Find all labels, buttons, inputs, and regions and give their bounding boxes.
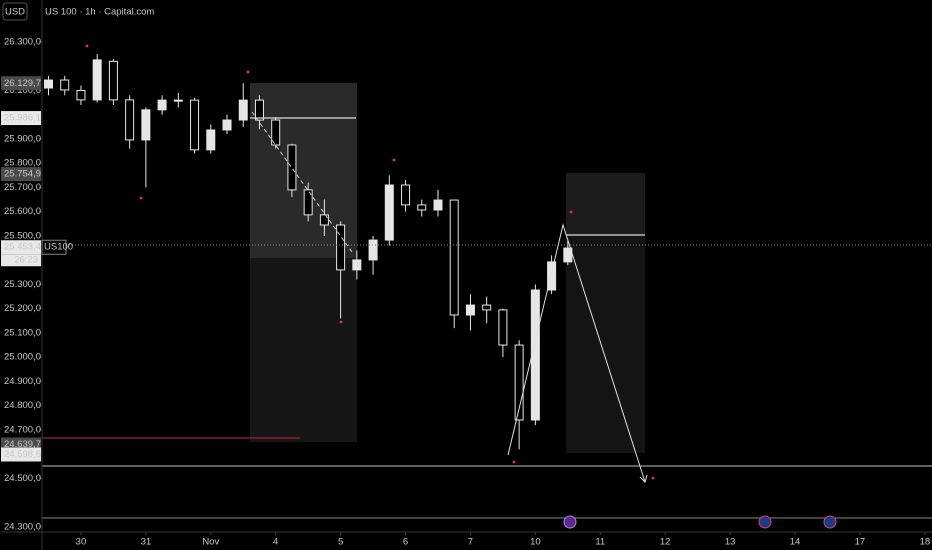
candle-body	[530, 289, 540, 421]
candle-body	[60, 79, 70, 91]
candle-body	[238, 99, 248, 121]
y-tick-label: 24.500,0	[4, 473, 41, 484]
candle-body	[384, 184, 394, 241]
y-tick-label: 25.700,0	[4, 182, 41, 193]
countdown-bg	[1, 254, 41, 267]
price-badge-label: 25.453,4	[4, 242, 41, 253]
x-tick-label: 6	[403, 537, 408, 548]
candle-body	[108, 60, 118, 101]
arrow-head	[639, 474, 648, 483]
currency: USD	[5, 7, 25, 18]
candle-body	[352, 259, 362, 271]
y-tick-label: 25.000,0	[4, 352, 41, 363]
x-tick-label: 13	[725, 537, 736, 548]
x-tick-label: Nov	[202, 537, 219, 548]
candles	[43, 54, 573, 450]
candle-body	[157, 99, 167, 111]
pivot-dots	[85, 44, 655, 480]
candle-body	[401, 184, 411, 206]
symbol-tag: US100	[44, 242, 73, 253]
candle-body	[92, 59, 102, 101]
candle-body	[547, 261, 557, 291]
candle-body	[206, 129, 216, 151]
drawings	[42, 44, 932, 529]
price-badge-label: 24.598,6	[4, 449, 41, 460]
candle-body	[336, 224, 346, 271]
trend-line	[251, 111, 353, 253]
y-tick-label: 24.700,0	[4, 424, 41, 435]
x-tick-label: 30	[76, 537, 87, 548]
x-tick-label: 5	[338, 537, 343, 548]
candle-body	[417, 204, 427, 211]
candle-body	[449, 199, 459, 316]
event-icons	[563, 515, 837, 529]
candle-body	[319, 214, 329, 226]
x-tick-label: 7	[468, 537, 473, 548]
symbol-tag-bg	[41, 239, 67, 255]
position-zone	[566, 235, 645, 453]
y-tick-label: 25.900,0	[4, 133, 41, 144]
drawings-back	[250, 83, 645, 453]
currency-box[interactable]	[2, 2, 28, 21]
candle-body	[287, 144, 297, 191]
candle-body	[254, 99, 264, 121]
price-badge-label: 26.129,7	[4, 78, 41, 89]
x-tick-label: 11	[595, 537, 605, 548]
price-badge	[1, 76, 41, 91]
candle-body	[43, 79, 53, 89]
x-tick-label: 4	[273, 537, 278, 548]
candle-body	[190, 99, 200, 151]
price-badge	[1, 240, 41, 255]
y-tick-label: 24.900,0	[4, 376, 41, 387]
y-tick-label: 25.800,0	[4, 158, 41, 169]
candle-body	[465, 304, 475, 316]
candle-body	[482, 304, 492, 311]
price-badge-label: 24.639,7	[4, 439, 41, 450]
axis-labels: 26.300,0 26.100,0 25.900,0 25.800,0 25.700,0…	[1, 36, 931, 548]
candle-body	[141, 109, 151, 141]
path-drawing	[507, 223, 646, 483]
candle-body	[563, 247, 573, 263]
price-badge	[1, 167, 41, 182]
y-tick-label: 25.200,0	[4, 303, 41, 314]
candle-body	[368, 239, 378, 261]
candle-body	[303, 189, 313, 216]
candle-body	[498, 309, 508, 346]
position-zone	[566, 173, 645, 235]
x-tick-label: 17	[855, 537, 866, 548]
countdown: 26:23	[14, 255, 38, 266]
price-badge	[1, 447, 41, 462]
candle-body	[433, 199, 443, 211]
y-tick-label: 25.300,0	[4, 279, 41, 290]
y-tick-label: 24.300,0	[4, 521, 41, 532]
candle-body	[514, 344, 524, 421]
position-zone	[250, 258, 357, 442]
price-badge-label: 25.754,9	[4, 169, 41, 180]
x-tick-label: 18	[920, 537, 931, 548]
price-badge	[1, 111, 41, 126]
candle-body	[222, 119, 232, 131]
candle-body	[125, 99, 135, 141]
candle-body	[76, 89, 86, 101]
y-tick-label: 24.800,0	[4, 400, 41, 411]
candle-body	[173, 99, 183, 102]
chart-title: US 100 · 1h · Capital.com	[45, 7, 154, 18]
x-tick-label: 14	[790, 537, 801, 548]
y-tick-label: 26.300,0	[4, 36, 41, 47]
candle-body	[271, 119, 281, 146]
y-tick-label: 26.100,0	[4, 85, 41, 96]
y-tick-label: 25.600,0	[4, 206, 41, 217]
x-tick-label: 31	[141, 537, 152, 548]
x-tick-label: 10	[530, 537, 541, 548]
price-badge-label: 25.986,1	[4, 113, 41, 124]
y-tick-label: 25.500,0	[4, 230, 41, 241]
x-tick-label: 12	[660, 537, 671, 548]
y-tick-label: 25.100,0	[4, 327, 41, 338]
